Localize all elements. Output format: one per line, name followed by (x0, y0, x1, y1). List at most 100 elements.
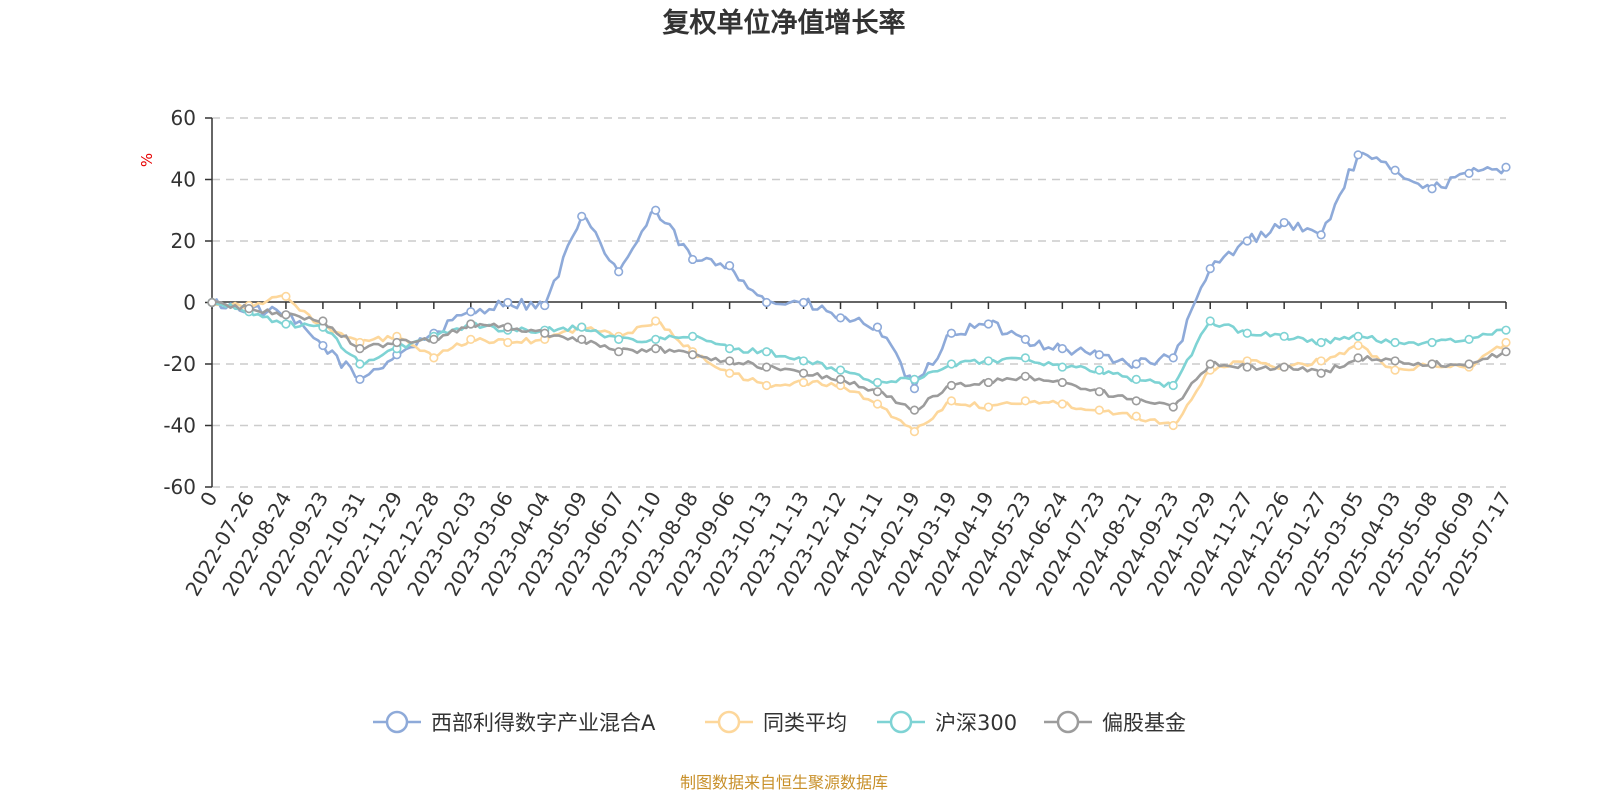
data-point (355, 344, 365, 354)
data-point (577, 334, 587, 345)
data-point (355, 374, 365, 384)
data-point (724, 344, 735, 354)
data-point (207, 297, 217, 308)
data-point (318, 316, 328, 326)
legend-label: 西部利得数字产业混合A (431, 711, 656, 735)
data-point (688, 254, 698, 265)
data-point (835, 365, 846, 375)
data-point (1390, 365, 1400, 375)
gridlines (212, 117, 1506, 488)
data-point (651, 344, 661, 354)
data-point (1390, 356, 1400, 366)
data-point (1390, 337, 1400, 348)
data-point (1094, 387, 1104, 397)
data-point (1131, 396, 1141, 406)
data-point (724, 261, 735, 271)
data-point (1057, 377, 1067, 388)
legend-item-1[interactable]: 西部利得数字产业混合A (373, 710, 656, 735)
data-point (1020, 353, 1030, 363)
data-source-note: 制图数据来自恒生聚源数据库 (680, 773, 888, 792)
data-point (1501, 337, 1511, 348)
data-point (1501, 325, 1511, 335)
data-point (1353, 331, 1363, 341)
data-point (1131, 374, 1141, 384)
data-point (1057, 399, 1067, 409)
data-point (1501, 347, 1511, 357)
data-point (540, 328, 550, 338)
data-point (1464, 359, 1474, 369)
data-point (872, 387, 883, 397)
data-point (281, 310, 291, 320)
data-point (1279, 217, 1289, 228)
data-point (761, 362, 772, 372)
data-point (281, 319, 291, 329)
data-point (1390, 165, 1400, 175)
data-point (1279, 331, 1289, 341)
legend-label: 偏股基金 (1102, 711, 1186, 735)
data-point (835, 374, 846, 384)
data-point (1057, 362, 1067, 372)
data-point (1242, 362, 1252, 372)
data-point (909, 374, 920, 384)
data-point (983, 356, 994, 366)
data-point (1168, 420, 1178, 431)
data-point (983, 402, 994, 412)
data-point (1464, 168, 1474, 178)
data-point (1057, 344, 1067, 354)
data-point (1353, 150, 1363, 160)
legend: 西部利得数字产业混合A 同类平均 沪深300 偏股基金 (373, 710, 1186, 735)
y-axis-unit-label: % (138, 153, 156, 167)
data-point (872, 399, 883, 409)
data-point (1094, 405, 1104, 415)
data-point (503, 297, 513, 308)
data-point (651, 205, 661, 215)
data-point (466, 334, 476, 345)
series-line-1 (211, 151, 1508, 390)
series-line-3 (211, 301, 1507, 388)
data-point (281, 291, 291, 301)
data-point (1205, 264, 1215, 274)
legend-label: 同类平均 (763, 711, 847, 735)
data-point (540, 300, 550, 311)
data-point (651, 334, 661, 345)
data-point (1242, 328, 1252, 338)
data-point (761, 347, 772, 357)
data-point (503, 337, 513, 348)
legend-marker (385, 710, 409, 734)
legend-marker (889, 710, 913, 734)
data-point (946, 396, 957, 406)
data-point (1279, 362, 1289, 372)
y-tick-label: -20 (163, 352, 196, 376)
y-tick-label: 40 (171, 168, 196, 192)
legend-item-2[interactable]: 同类平均 (705, 710, 847, 735)
data-point (614, 347, 624, 357)
data-point (466, 307, 476, 317)
data-point (1020, 334, 1030, 345)
legend-item-3[interactable]: 沪深300 (877, 710, 1017, 735)
data-point (503, 322, 513, 332)
y-tick-label: -40 (163, 414, 196, 438)
data-point (872, 322, 883, 332)
series-layer (207, 150, 1511, 437)
chart-title: 复权单位净值增长率 (663, 7, 906, 39)
data-point (688, 331, 698, 341)
data-point (688, 350, 698, 360)
y-tick-label: 20 (171, 229, 196, 253)
data-point (1205, 316, 1215, 326)
data-point (1501, 162, 1511, 172)
data-point (577, 322, 587, 332)
data-point (761, 297, 772, 308)
data-point (614, 267, 624, 277)
data-point (724, 356, 735, 366)
data-point (1464, 334, 1474, 345)
legend-label: 沪深300 (935, 711, 1017, 735)
data-point (761, 380, 772, 391)
data-point (872, 377, 883, 388)
data-point (724, 368, 735, 378)
data-point (946, 359, 957, 369)
legend-item-4[interactable]: 偏股基金 (1044, 710, 1186, 735)
y-tick-label: -60 (163, 475, 196, 499)
y-tick-label: 0 (183, 291, 196, 315)
data-point (1316, 356, 1326, 366)
